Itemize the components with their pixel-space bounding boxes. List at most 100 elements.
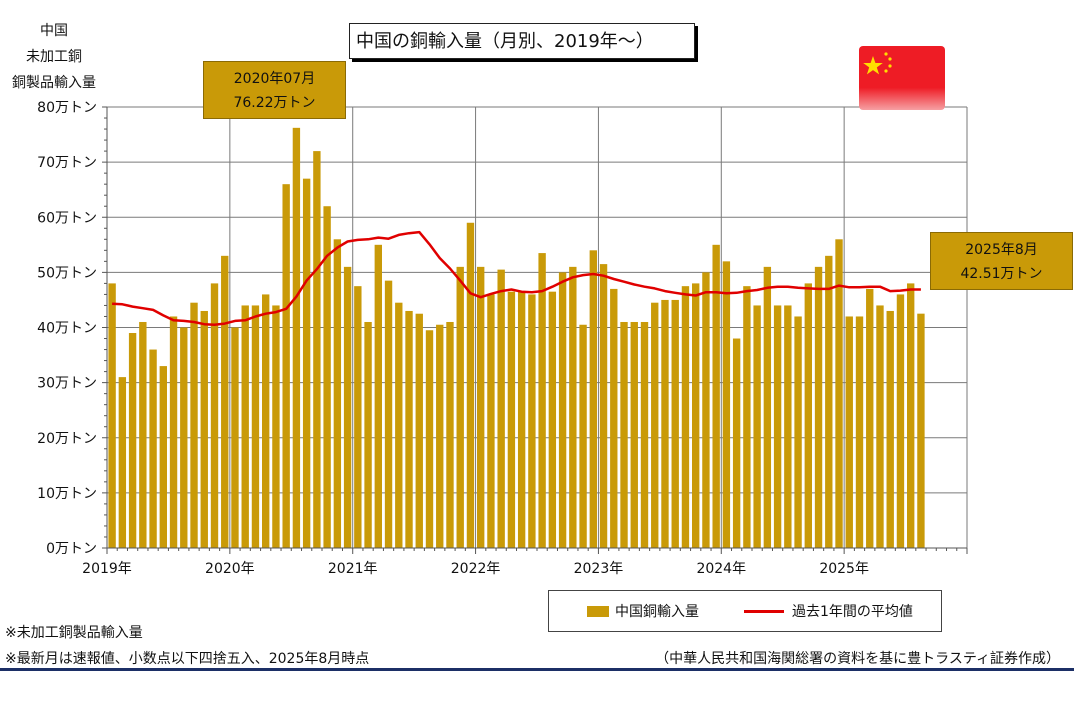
bar [732,338,741,548]
bar [620,321,628,548]
bar [425,330,434,548]
bar [200,310,208,548]
bar [395,302,403,548]
x-tick-label: 2020年 [205,561,255,577]
bar [825,255,833,548]
china-flag-icon [859,46,945,110]
footnote: ※最新月は速報値、小数点以下四捨五入、2025年8月時点 [5,651,370,667]
bar [313,151,321,548]
bar [866,288,874,548]
source-note: （中華人民共和国海関総署の資料を基に豊トラスティ証券作成） [655,651,1060,667]
bar [579,324,587,548]
y-tick-label: 60万トン [37,210,97,226]
bar [477,266,485,548]
bar [487,294,495,548]
bar [528,294,536,548]
y-tick-label: 10万トン [37,486,97,502]
bar [599,264,608,548]
legend: 中国銅輸入量 過去1年間の平均値 [548,590,942,632]
bar [907,283,915,548]
bar [630,321,638,548]
peak-callout-value: 76.22万トン [233,95,316,111]
latest-callout: 2025年8月 42.51万トン [930,232,1073,290]
legend-line-swatch [744,610,784,613]
bar [661,299,669,548]
y-axis-title-line: 中国 [40,23,68,39]
bar [262,294,270,548]
bar [190,302,198,548]
y-tick-labels: 0万トン 10万トン 20万トン 30万トン 40万トン 50万トン 60万トン 70万トン 8… [37,100,97,557]
gridlines [107,106,968,548]
x-tick-labels: 2019年 2020年 2021年 2022年 2023年 2024年 2025年 [82,561,869,577]
bar [763,266,772,548]
chart-title: 中国の銅輸入量（月別、2019年～） [349,23,695,59]
y-tick-label: 30万トン [37,376,97,392]
legend-bar-label: 中国銅輸入量 [615,604,699,620]
bar [333,239,342,549]
bar [180,327,188,548]
bar [589,250,597,548]
bar [169,316,178,548]
bar [446,321,454,548]
y-tick-label: 40万トン [37,321,97,337]
bar [671,299,679,548]
bar-series [108,127,925,549]
bar [466,222,475,548]
bar [896,294,905,548]
bar [743,286,751,548]
latest-callout-value: 42.51万トン [960,266,1043,282]
legend-bar-swatch [587,606,609,617]
bar [814,266,823,548]
x-tick-label: 2022年 [451,561,501,577]
bar [323,206,331,548]
bar [855,316,864,548]
bar [773,305,782,548]
latest-callout-date: 2025年8月 [965,242,1038,258]
bar [804,283,812,548]
bar [118,377,127,548]
bar [354,286,362,548]
bar [497,269,505,548]
chart-svg: 0万トン 10万トン 20万トン 30万トン 40万トン 50万トン 60万トン 70万トン 8… [37,100,968,577]
bar [149,349,157,548]
footnote: ※未加工銅製品輸入量 [5,625,143,641]
bar [794,316,802,548]
bar [835,239,843,549]
bar [384,280,393,548]
bar [108,283,116,548]
y-tick-label: 80万トン [37,100,97,116]
bar [210,283,219,548]
bar [753,305,761,548]
average-line-series [112,230,921,326]
bar [640,321,649,548]
bar [712,244,720,548]
bar [558,272,567,548]
bar [702,272,710,548]
bar [517,291,526,548]
bar [364,321,372,548]
bar [610,288,618,548]
bar [692,283,700,548]
y-tick-label: 70万トン [37,155,97,171]
bar [292,127,301,548]
bar [436,324,444,548]
x-tick-label: 2021年 [328,561,378,577]
bar [251,305,260,548]
bar [282,184,290,549]
bar [159,366,167,548]
bar [569,266,577,548]
x-tick-label: 2023年 [574,561,624,577]
bar [917,313,925,548]
bar [845,316,853,548]
y-tick-label: 0万トン [46,541,97,557]
bar [241,305,249,548]
bar [374,244,382,548]
x-tick-label: 2025年 [819,561,869,577]
bar [302,178,311,548]
bar [221,255,229,548]
bar [651,302,659,548]
bar [231,327,239,548]
y-axis-title-line: 未加工銅 [26,49,82,65]
bar [128,333,137,548]
y-tick-label: 20万トン [37,431,97,447]
